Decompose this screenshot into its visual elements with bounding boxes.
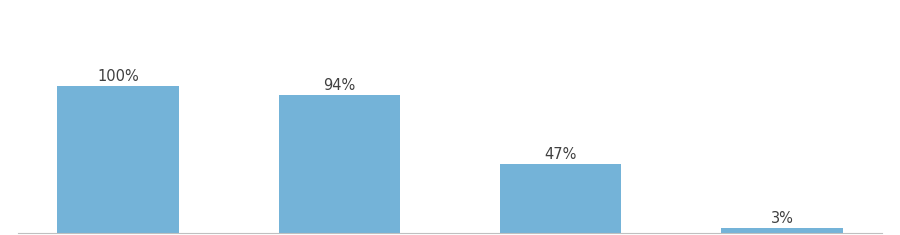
Text: 94%: 94% (323, 78, 356, 93)
Bar (58, 86, 179, 233)
Bar (721, 228, 842, 233)
Text: 47%: 47% (544, 147, 577, 162)
Bar (500, 164, 622, 233)
Text: 3%: 3% (770, 211, 793, 226)
Text: 100%: 100% (97, 69, 139, 84)
Bar (278, 95, 400, 233)
